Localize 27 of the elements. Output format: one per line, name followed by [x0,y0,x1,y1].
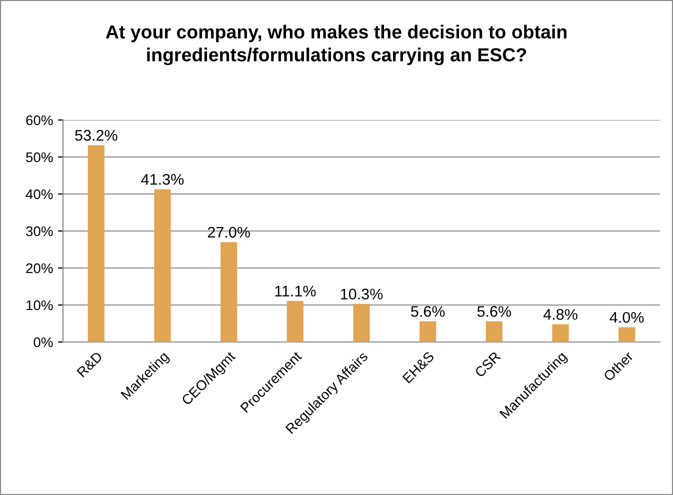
y-tick-label: 60% [26,115,53,126]
chart-title: At your company, who makes the decision to obtain ingredients/formulations carrying an ESC? [106,24,566,66]
data-label: 11.1% [275,286,316,296]
bar [486,321,502,342]
data-label: 27.0% [208,226,250,238]
data-label: 5.6% [477,306,512,317]
data-label: 4.0% [610,312,644,323]
bar [286,300,304,342]
data-label: 5.6% [411,306,445,317]
bar [618,327,636,342]
y-tick-label: 50% [26,152,53,162]
data-label: 53.2% [75,130,118,141]
y-tick-label: 0% [34,337,53,348]
bar [220,242,238,342]
y-tick-label: 20% [26,263,53,274]
bar [552,324,569,342]
y-tick-label: 30% [26,226,53,236]
y-tick-label: 40% [26,189,53,200]
data-label: 4.8% [543,309,578,320]
y-tick-label: 10% [26,300,53,310]
bar [88,145,104,342]
data-label: 41.3% [141,174,184,185]
bar [420,321,436,342]
data-label: 10.3% [341,288,383,300]
bar [154,189,171,342]
bar [353,304,370,342]
x-tick-label: CSR [474,351,501,378]
